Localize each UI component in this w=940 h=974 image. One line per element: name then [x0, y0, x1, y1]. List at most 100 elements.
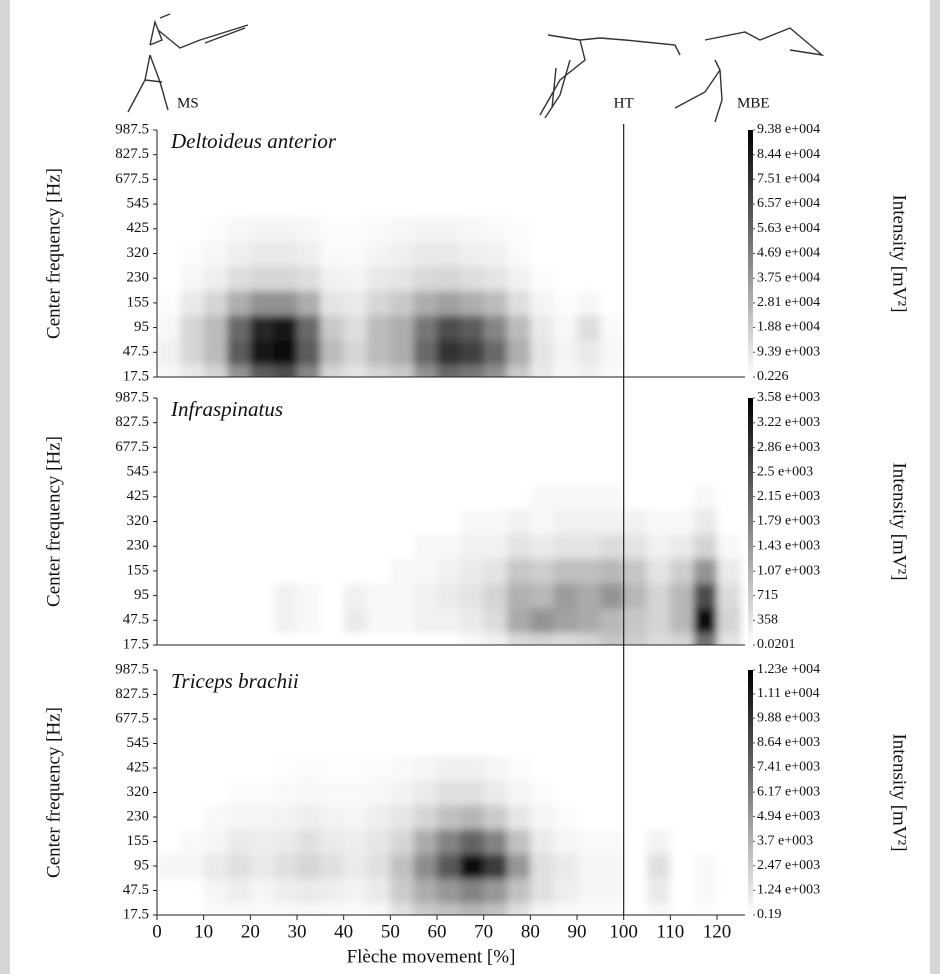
heat-cell [367, 315, 391, 341]
heat-cell [180, 607, 205, 634]
heat-cell [320, 878, 345, 904]
heat-cell [390, 533, 415, 560]
heat-cell [600, 558, 625, 584]
colorbar-tick-label: 3.7 e+003 [757, 834, 813, 849]
heat-cell [437, 878, 461, 904]
heat-cell [437, 484, 461, 510]
heat-cell [577, 558, 601, 584]
heat-cell [437, 398, 461, 411]
heat-cell [530, 533, 555, 560]
heat-cell [227, 670, 251, 683]
heat-cell [530, 583, 555, 609]
heat-cell [507, 853, 531, 879]
colorbar-label: Intensity [mV²] [889, 462, 910, 580]
heat-cell [530, 632, 555, 645]
heat-cell [507, 670, 531, 683]
heat-cell [297, 755, 321, 781]
heat-cell [670, 459, 695, 485]
heat-cell [250, 804, 275, 830]
heat-cell [600, 398, 625, 411]
heat-cell [670, 509, 695, 535]
heat-cell [367, 583, 391, 609]
heat-cell [647, 731, 671, 757]
colorbar-tick-label: 715 [757, 588, 778, 603]
heat-cell [180, 682, 205, 708]
heat-cell [717, 241, 741, 267]
heat-cell [437, 583, 461, 609]
heat-cell [297, 670, 321, 683]
heat-cell [320, 607, 345, 634]
heat-cell [273, 902, 298, 915]
heat-cell [507, 804, 531, 830]
heat-cell [413, 398, 438, 411]
heat-cell [437, 315, 461, 341]
heat-cell [717, 607, 741, 634]
heat-cell [670, 706, 695, 732]
heat-cell [203, 533, 228, 560]
heat-cell [460, 459, 485, 485]
heat-cell [203, 191, 228, 217]
heat-cell [717, 558, 741, 584]
heat-cell [297, 435, 321, 461]
heat-cell [577, 216, 601, 242]
heatmap-cells [157, 670, 741, 915]
heat-cell [530, 829, 555, 855]
heat-cell [693, 484, 718, 510]
heat-cell [343, 339, 368, 366]
heat-cell [437, 410, 461, 436]
heat-cell [413, 731, 438, 757]
heat-cell [250, 780, 275, 806]
heat-cell [273, 829, 298, 855]
heat-cell [553, 731, 578, 757]
heat-cell [483, 583, 508, 609]
heat-cell [203, 459, 228, 485]
x-tick-label: 70 [474, 921, 493, 942]
heat-cell [390, 216, 415, 242]
heat-cell [437, 804, 461, 830]
heat-cell [367, 670, 391, 683]
heat-cell [273, 484, 298, 510]
colorbar-tick-label: 9.39 e+003 [757, 344, 820, 359]
heat-cell [483, 459, 508, 485]
heat-cell [413, 829, 438, 855]
y-tick-label: 320 [127, 245, 150, 261]
heat-cell [413, 509, 438, 535]
heat-cell [367, 216, 391, 242]
y-tick-label: 320 [127, 784, 150, 800]
heat-cell [273, 398, 298, 411]
heat-cell [717, 339, 741, 366]
heat-cell [553, 216, 578, 242]
heat-cell [180, 731, 205, 757]
heat-cell [203, 670, 228, 683]
heat-cell [507, 509, 531, 535]
heat-cell [250, 142, 275, 168]
y-tick-label: 17.5 [123, 368, 149, 384]
heat-cell [320, 558, 345, 584]
heat-cell [250, 755, 275, 781]
heat-cell [203, 583, 228, 609]
heat-cell [577, 706, 601, 732]
heat-cell [670, 878, 695, 904]
heat-cell [413, 558, 438, 584]
heat-cell [670, 265, 695, 292]
heat-cell [530, 755, 555, 781]
heat-cell [717, 142, 741, 168]
heat-cell [343, 853, 368, 879]
heat-cell [717, 459, 741, 485]
heat-cell [507, 216, 531, 242]
heat-cell [367, 142, 391, 168]
heat-cell [157, 755, 181, 781]
heat-cell [717, 315, 741, 341]
heat-cell [530, 339, 555, 366]
heat-cell [530, 364, 555, 377]
heat-cell [670, 398, 695, 411]
heat-cell [413, 780, 438, 806]
heat-cell [647, 509, 671, 535]
heat-cell [273, 364, 298, 377]
heat-cell [507, 459, 531, 485]
heat-cell [320, 364, 345, 377]
heat-cell [623, 706, 648, 732]
heat-cell [203, 364, 228, 377]
heat-cell [483, 241, 508, 267]
heat-cell [413, 670, 438, 683]
